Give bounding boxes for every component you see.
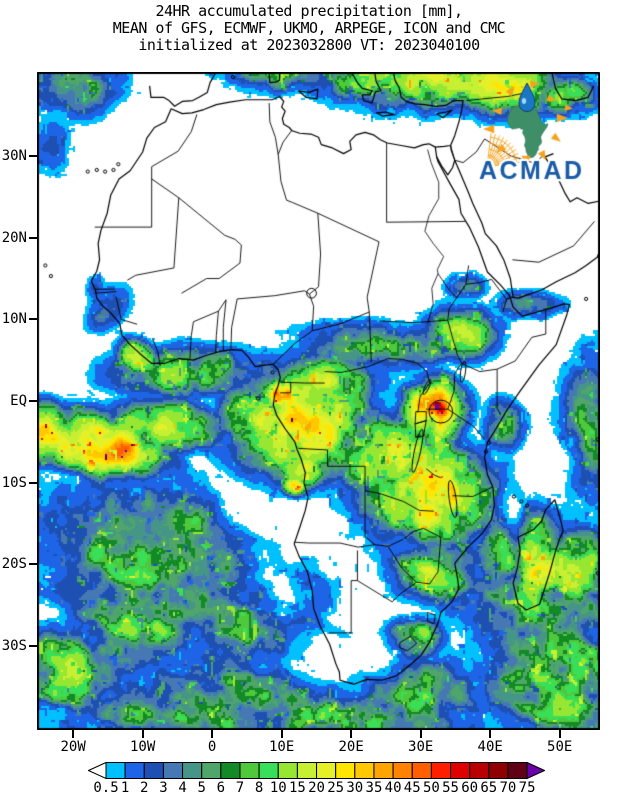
- title-line-3: initialized at 2023032800 VT: 2023040100: [138, 36, 480, 54]
- colorbar-cell: [469, 762, 490, 779]
- colorbar-cell: [162, 762, 184, 779]
- colorbar-scale: [88, 762, 546, 780]
- lat-tick-label: 10N: [1, 311, 27, 328]
- lat-tick: [29, 155, 37, 158]
- lon-tick-label: 40E: [477, 739, 503, 755]
- colorbar-cell: [450, 762, 471, 779]
- colorbar-cell: [239, 762, 260, 779]
- lon-tick: [72, 730, 75, 738]
- lat-tick-label: 20N: [1, 229, 27, 246]
- colorbar-label: 10: [269, 780, 287, 796]
- colorbar-label: 1: [120, 780, 130, 796]
- lat-tick: [29, 563, 37, 566]
- colorbar-label: 55: [442, 780, 459, 796]
- lat-tick: [29, 236, 37, 239]
- colorbar-label: 8: [254, 780, 264, 796]
- lat-tick-label: 20S: [1, 556, 27, 573]
- colorbar-label: 6: [216, 780, 226, 796]
- colorbar-label: 7: [235, 780, 245, 796]
- colorbar-cell: [335, 762, 356, 779]
- colorbar-label: 0.5: [93, 780, 119, 796]
- colorbar-label: 20: [308, 780, 325, 796]
- lat-tick-label: 30N: [1, 148, 27, 165]
- lat-tick-label: 30S: [1, 637, 27, 654]
- colorbar-cell: [488, 762, 509, 779]
- colorbar-cell: [220, 762, 241, 779]
- colorbar-right-arrow: [526, 762, 546, 780]
- colorbar-label: 25: [327, 780, 345, 796]
- colorbar-label: 65: [480, 780, 498, 796]
- map-title: 24HR accumulated precipitation [mm], MEA…: [0, 3, 618, 54]
- lat-tick: [29, 318, 37, 321]
- colorbar-label: 40: [384, 780, 402, 796]
- precipitation-map-canvas: [37, 72, 600, 730]
- colorbar-cell: [182, 762, 203, 779]
- colorbar-cell: [354, 762, 375, 779]
- lat-tick: [29, 400, 37, 402]
- colorbar-label: 15: [288, 780, 306, 796]
- title-line-1: 24HR accumulated precipitation [mm],: [155, 2, 463, 20]
- colorbar-cell: [373, 762, 394, 779]
- colorbar-cell: [124, 762, 145, 779]
- colorbar-cell: [392, 762, 413, 779]
- colorbar-cell: [277, 762, 298, 779]
- lat-tick: [29, 644, 37, 647]
- lat-tick-label: EQ: [10, 393, 27, 409]
- colorbar-label: 45: [403, 780, 421, 796]
- colorbar-cell: [411, 762, 432, 779]
- lon-tick: [419, 730, 422, 738]
- lon-tick: [211, 730, 214, 738]
- colorbar-cell: [316, 762, 337, 779]
- lon-tick-label: 50E: [547, 739, 573, 755]
- colorbar: 0.5 1 2 3 4 5 6 7 8 10 15 20 25 30 35 40 45 50 55 60 65 70 75: [88, 762, 546, 799]
- lon-tick-label: 0: [207, 739, 217, 755]
- colorbar-cell: [296, 762, 318, 779]
- colorbar-label: 75: [518, 780, 536, 796]
- lat-tick-label: 10S: [1, 474, 27, 491]
- title-line-2: MEAN of GFS, ECMWF, UKMO, ARPEGE, ICON a…: [112, 19, 506, 37]
- lon-tick: [489, 730, 492, 738]
- colorbar-label: 4: [178, 780, 187, 796]
- colorbar-cell: [143, 762, 164, 779]
- lon-tick-label: 20W: [60, 739, 86, 755]
- colorbar-cell: [507, 762, 528, 779]
- colorbar-label: 50: [422, 780, 440, 796]
- colorbar-cell: [430, 762, 452, 779]
- colorbar-label: 35: [365, 780, 383, 796]
- colorbar-label: 30: [346, 780, 364, 796]
- colorbar-label: 5: [197, 780, 206, 796]
- lon-tick-label: 20E: [338, 739, 364, 755]
- lon-tick: [350, 730, 353, 738]
- colorbar-label: 3: [159, 780, 168, 796]
- lon-tick: [558, 730, 561, 738]
- lon-tick: [280, 730, 283, 738]
- colorbar-cell: [105, 762, 126, 779]
- colorbar-cell: [201, 762, 222, 779]
- lon-tick-label: 10W: [129, 739, 156, 755]
- lon-tick-label: 10E: [269, 739, 295, 755]
- colorbar-label: 2: [140, 780, 149, 796]
- lon-tick: [141, 730, 144, 738]
- colorbar-label: 70: [499, 780, 517, 796]
- lat-tick: [29, 481, 37, 484]
- lon-tick-label: 30E: [408, 739, 434, 755]
- colorbar-left-arrow: [88, 762, 107, 780]
- colorbar-cell: [258, 762, 279, 779]
- colorbar-label: 60: [461, 780, 479, 796]
